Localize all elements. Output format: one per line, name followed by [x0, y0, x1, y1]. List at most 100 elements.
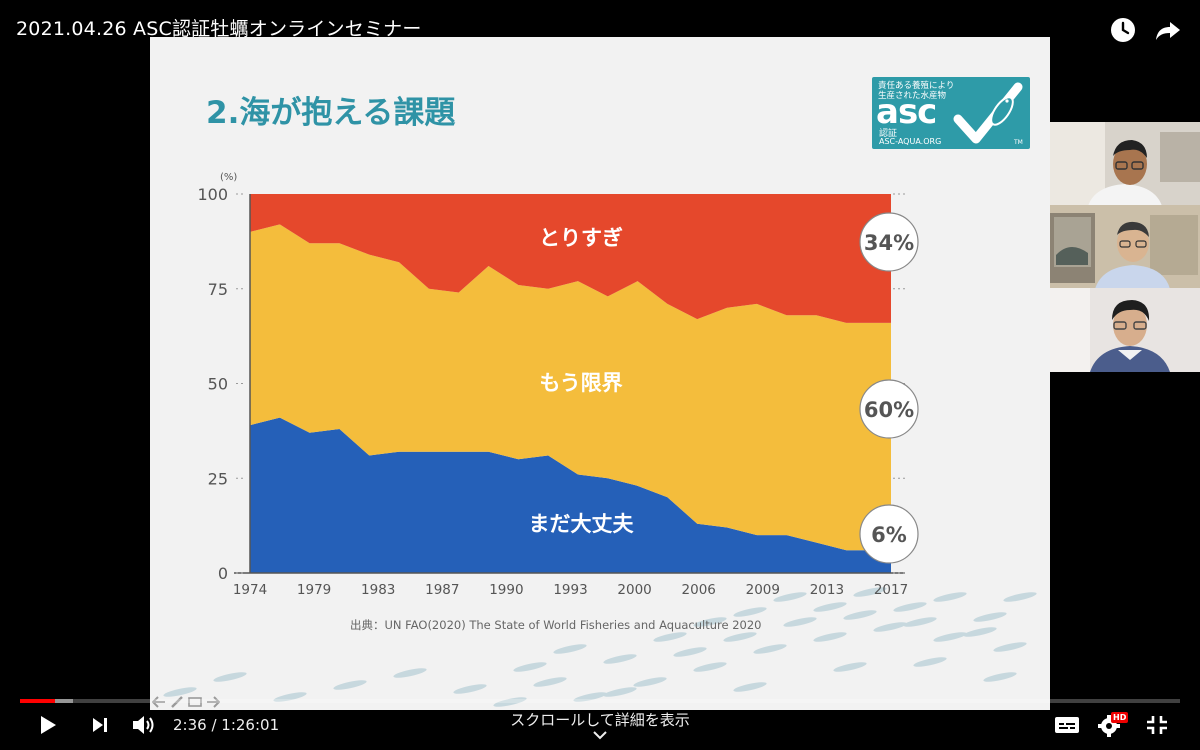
slides-icon[interactable] [188, 696, 202, 708]
player-controls: 2:36 / 1:26:01 スクロールして詳細を表示 HD [0, 696, 1200, 750]
fish-silhouette [913, 657, 947, 667]
fish-silhouette [333, 680, 367, 690]
fish-silhouette [983, 672, 1017, 682]
fish-silhouette [733, 682, 767, 692]
fish-silhouette [693, 662, 727, 672]
x-tick-label: 1974 [233, 582, 267, 598]
callout-circle [859, 212, 919, 272]
callout-value: 6% [871, 523, 907, 547]
callout-circle [859, 504, 919, 564]
presentation-slide: (%) 0 25 50 75 100 1974 1979 1983 1987 1990 1993 200… [150, 37, 1050, 710]
fish-school-decoration [163, 587, 1037, 707]
x-tick-label: 2009 [746, 582, 780, 598]
current-time: 2:36 [173, 716, 207, 734]
fish-silhouette [723, 632, 757, 642]
webcam-participant-3[interactable] [1050, 288, 1200, 372]
progress-played [20, 699, 56, 703]
next-icon[interactable] [86, 712, 114, 738]
fish-silhouette [633, 677, 667, 687]
x-tick-label: 2000 [617, 582, 651, 598]
gear-icon[interactable]: HD [1097, 712, 1129, 738]
hd-badge: HD [1111, 712, 1129, 723]
fish-silhouette [513, 662, 547, 672]
y-tick-label: 75 [208, 280, 228, 299]
arrow-right-icon[interactable] [206, 696, 220, 708]
fish-silhouette [163, 687, 197, 697]
x-tick-label: 1993 [553, 582, 587, 598]
fish-silhouette [973, 612, 1007, 622]
chevron-down-icon[interactable] [592, 730, 608, 740]
x-tick-label: 2006 [682, 582, 716, 598]
callout-value: 60% [864, 398, 914, 422]
x-tick-label: 1983 [361, 582, 395, 598]
play-icon[interactable] [34, 712, 62, 738]
fish-silhouette [273, 692, 307, 702]
stacked-area-chart: (%) 0 25 50 75 100 1974 1979 1983 1987 1990 1993 200… [163, 172, 1037, 707]
fish-silhouette [603, 687, 637, 697]
fish-silhouette [733, 607, 767, 617]
fish-silhouette [813, 632, 847, 642]
subtitles-icon[interactable] [1053, 712, 1081, 738]
fish-silhouette [573, 692, 607, 702]
x-tick-label: 1987 [425, 582, 459, 598]
fish-silhouette [783, 617, 817, 627]
webcam-participant-2[interactable] [1050, 205, 1200, 289]
fish-silhouette [673, 647, 707, 657]
y-tick-label: 0 [218, 564, 228, 583]
fish-silhouette [933, 632, 967, 642]
x-tick-label: 2013 [810, 582, 844, 598]
series-label: とりすぎ [539, 226, 623, 250]
fish-silhouette [453, 684, 487, 694]
asc-logo-cert: 認証 [879, 129, 898, 139]
fish-silhouette [853, 587, 887, 597]
fish-silhouette [653, 632, 687, 642]
arrow-left-icon[interactable] [152, 696, 166, 708]
share-icon[interactable] [1152, 14, 1184, 46]
fish-silhouette [813, 602, 847, 612]
callout-circle [859, 379, 919, 439]
fish-silhouette [553, 644, 587, 654]
progress-bar[interactable] [20, 699, 1180, 703]
fish-silhouette [603, 654, 637, 664]
fish-silhouette [903, 617, 937, 627]
y-tick-label: 50 [208, 375, 228, 394]
asc-logo-word: asc [876, 92, 937, 132]
fish-check-icon [953, 82, 1023, 144]
fish-silhouette [773, 592, 807, 602]
y-unit-label: (%) [220, 172, 237, 183]
fish-silhouette [213, 672, 247, 682]
fish-silhouette [993, 642, 1027, 652]
series-label: まだ大丈夫 [529, 512, 635, 536]
series-label: もう限界 [539, 371, 622, 395]
pen-icon[interactable] [170, 696, 184, 708]
source-caption: 出典：UN FAO(2020) The State of World Fishe… [350, 618, 761, 632]
duration: 1:26:01 [221, 716, 280, 734]
time-separator: / [206, 716, 222, 734]
webcam-participant-1[interactable] [1050, 122, 1200, 206]
fish-silhouette [693, 617, 727, 627]
fish-silhouette [753, 644, 787, 654]
clock-icon[interactable] [1107, 14, 1139, 46]
time-display: 2:36 / 1:26:01 [173, 716, 279, 734]
fish-silhouette [393, 668, 427, 678]
slide-toolbar [152, 694, 220, 710]
area-series-0 [250, 417, 891, 573]
x-tick-label: 1979 [297, 582, 331, 598]
asc-logo-url: ASC-AQUA.ORG [879, 137, 942, 146]
fish-silhouette [493, 697, 527, 707]
fish-silhouette [843, 610, 877, 620]
fish-silhouette [833, 662, 867, 672]
fish-silhouette [933, 592, 967, 602]
fish-silhouette [1003, 592, 1037, 602]
asc-logo-tm: TM [1014, 139, 1023, 146]
area-series-1 [250, 224, 891, 551]
x-tick-label: 1990 [489, 582, 523, 598]
video-title[interactable]: 2021.04.26 ASC認証牡蠣オンラインセミナー [16, 18, 422, 40]
asc-logo-tagline: 責任ある養殖により 生産された水産物 [878, 81, 955, 101]
fish-silhouette [893, 602, 927, 612]
fish-silhouette [963, 627, 997, 637]
area-series-2 [250, 194, 891, 323]
volume-icon[interactable] [130, 712, 158, 738]
scroll-hint[interactable]: スクロールして詳細を表示 [510, 711, 690, 729]
exit-fullscreen-icon[interactable] [1143, 712, 1171, 738]
